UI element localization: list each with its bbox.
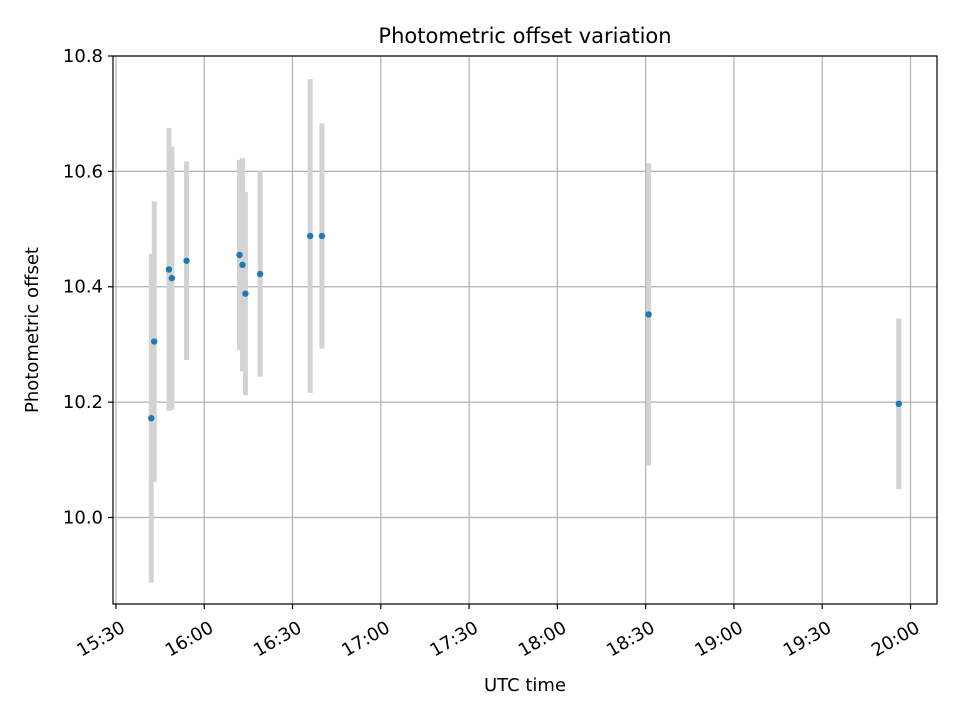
y-tick-label-3: 10.6	[63, 161, 103, 182]
chart-title: Photometric offset variation	[378, 24, 671, 48]
data-point-5	[236, 251, 243, 259]
x-axis-label: UTC time	[484, 675, 566, 696]
y-tick-label-1: 10.2	[63, 392, 103, 413]
data-point-9	[306, 232, 314, 240]
data-point-10	[318, 232, 326, 240]
data-point-11	[645, 311, 652, 318]
data-point-0	[148, 415, 155, 422]
y-axis-ticks: 10.0 10.2 10.4 10.6 10.8	[63, 46, 113, 528]
y-tick-label-0: 10.0	[63, 507, 103, 528]
y-axis-label: Photometric offset	[22, 247, 43, 413]
data-point-2	[165, 266, 173, 273]
data-point-7	[242, 290, 249, 297]
data-point-6	[239, 261, 246, 269]
y-tick-label-2: 10.4	[63, 277, 103, 298]
y-tick-label-4: 10.8	[63, 46, 103, 67]
data-point-8	[256, 270, 264, 278]
plot-frame	[112, 55, 938, 605]
data-point-4	[183, 257, 190, 264]
data-points	[148, 232, 902, 422]
grid	[113, 55, 937, 604]
data-point-12	[895, 400, 902, 408]
data-point-3	[168, 274, 176, 282]
data-point-1	[151, 338, 158, 345]
